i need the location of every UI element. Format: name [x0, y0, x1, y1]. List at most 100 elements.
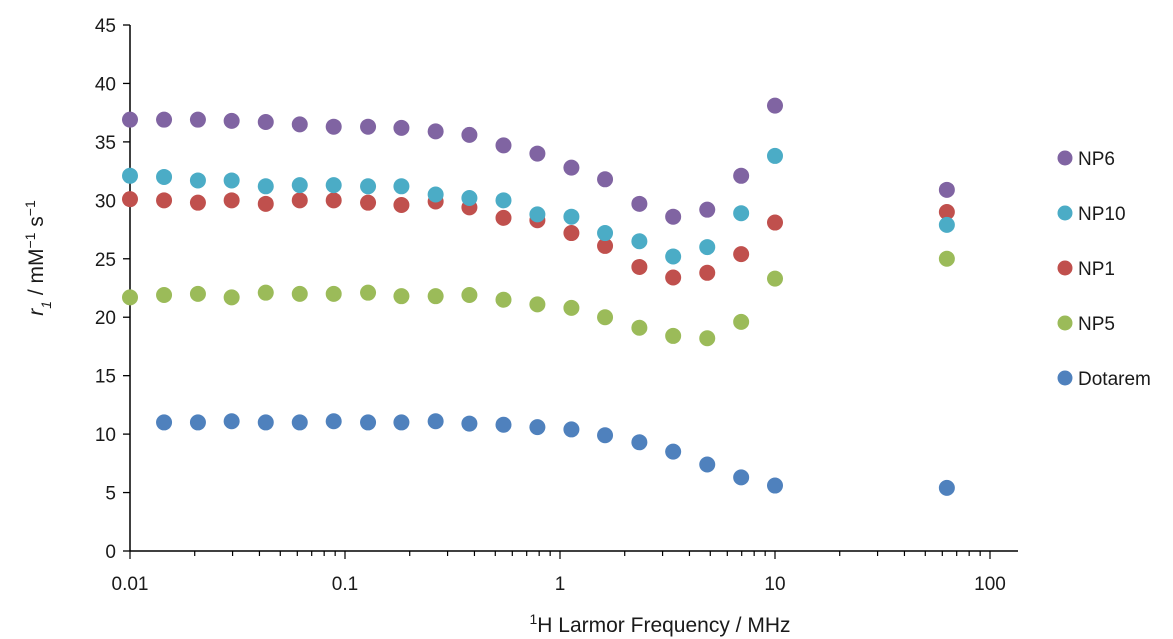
- data-point: [325, 285, 342, 302]
- data-point: [223, 172, 240, 189]
- data-point: [529, 206, 546, 223]
- y-tick-label: 0: [105, 542, 116, 563]
- data-point: [393, 414, 410, 431]
- data-point: [597, 225, 614, 242]
- y-axis-title-unit: / mM: [25, 248, 48, 301]
- data-point: [938, 216, 955, 233]
- data-point: [563, 159, 580, 176]
- data-point: [223, 289, 240, 306]
- x-tick-label: 10: [764, 574, 785, 595]
- series-np6: [122, 97, 955, 225]
- legend-item: NP1: [1057, 259, 1115, 280]
- legend-item: NP5: [1057, 314, 1115, 335]
- legend-item: Dotarem: [1057, 369, 1151, 390]
- data-point: [427, 413, 444, 430]
- y-tick-label: 15: [95, 367, 116, 388]
- y-tick-label: 25: [95, 250, 116, 271]
- x-axis-title-sup: 1: [529, 611, 537, 627]
- data-point: [529, 419, 546, 436]
- legend-marker: [1057, 260, 1073, 276]
- data-point: [597, 427, 614, 444]
- data-point: [325, 192, 342, 209]
- series-np10: [122, 147, 955, 265]
- data-point: [767, 270, 783, 287]
- y-tick-label: 5: [105, 484, 116, 505]
- data-point: [563, 299, 580, 316]
- data-point: [360, 178, 377, 195]
- data-point: [767, 97, 783, 114]
- data-point: [393, 119, 410, 136]
- x-tick-label: 1: [555, 574, 566, 595]
- data-point: [631, 233, 648, 250]
- data-point: [189, 414, 206, 431]
- data-point: [767, 214, 783, 231]
- data-point: [665, 443, 682, 460]
- data-point: [291, 192, 308, 209]
- legend-label: NP6: [1078, 149, 1115, 170]
- data-point: [461, 287, 478, 304]
- series-np5: [122, 250, 955, 347]
- legend-marker: [1057, 150, 1073, 166]
- data-point: [938, 479, 955, 496]
- data-point: [223, 112, 240, 129]
- x-axis-title-text: H Larmor Frequency / MHz: [537, 614, 790, 637]
- data-point: [461, 126, 478, 143]
- data-point: [665, 269, 682, 286]
- data-point: [156, 168, 173, 185]
- data-point: [699, 330, 716, 347]
- y-tick-label: 40: [95, 74, 116, 95]
- data-point: [393, 178, 410, 195]
- y-tick-label: 45: [95, 16, 116, 37]
- data-point: [665, 327, 682, 344]
- data-point: [360, 284, 377, 301]
- data-point: [631, 319, 648, 336]
- legend-item: NP6: [1057, 149, 1115, 170]
- tick-labels: 0 5 10 15 20 25 30 35 40 45 0.01 0.1 1 10 100: [95, 16, 1006, 595]
- data-point: [189, 111, 206, 128]
- data-point: [699, 264, 716, 281]
- data-point: [325, 177, 342, 194]
- data-point: [223, 192, 240, 209]
- axes: [123, 24, 1018, 559]
- data-point: [733, 246, 750, 263]
- data-point: [461, 415, 478, 432]
- data-point: [189, 194, 206, 211]
- data-points: [122, 97, 955, 496]
- y-tick-label: 35: [95, 133, 116, 154]
- data-point: [563, 421, 580, 438]
- y-axis-title: r1 / mM−1 s−1: [22, 200, 54, 316]
- data-point: [325, 118, 342, 135]
- y-axis-title-unit: s: [25, 216, 48, 232]
- data-point: [495, 291, 512, 308]
- y-axis-title-sub: 1: [38, 301, 54, 309]
- x-tick-label: 100: [974, 574, 1006, 595]
- data-point: [360, 414, 377, 431]
- data-point: [122, 167, 138, 184]
- data-point: [360, 194, 377, 211]
- data-point: [393, 197, 410, 214]
- legend-label: NP10: [1078, 204, 1126, 225]
- data-point: [156, 287, 173, 304]
- data-point: [733, 167, 750, 184]
- data-point: [257, 114, 274, 131]
- data-point: [699, 201, 716, 218]
- data-point: [631, 434, 648, 451]
- data-point: [461, 189, 478, 206]
- data-point: [427, 186, 444, 203]
- data-point: [938, 204, 955, 221]
- data-point: [495, 416, 512, 433]
- data-point: [938, 250, 955, 267]
- y-axis-title-var: r: [25, 308, 48, 316]
- data-point: [495, 137, 512, 154]
- data-point: [699, 239, 716, 256]
- x-tick-label: 0.1: [332, 574, 358, 595]
- data-point: [257, 284, 274, 301]
- data-point: [529, 296, 546, 313]
- data-point: [597, 237, 614, 254]
- data-point: [360, 118, 377, 135]
- data-point: [122, 289, 138, 306]
- data-point: [189, 172, 206, 189]
- legend-marker: [1057, 370, 1073, 386]
- data-point: [563, 225, 580, 242]
